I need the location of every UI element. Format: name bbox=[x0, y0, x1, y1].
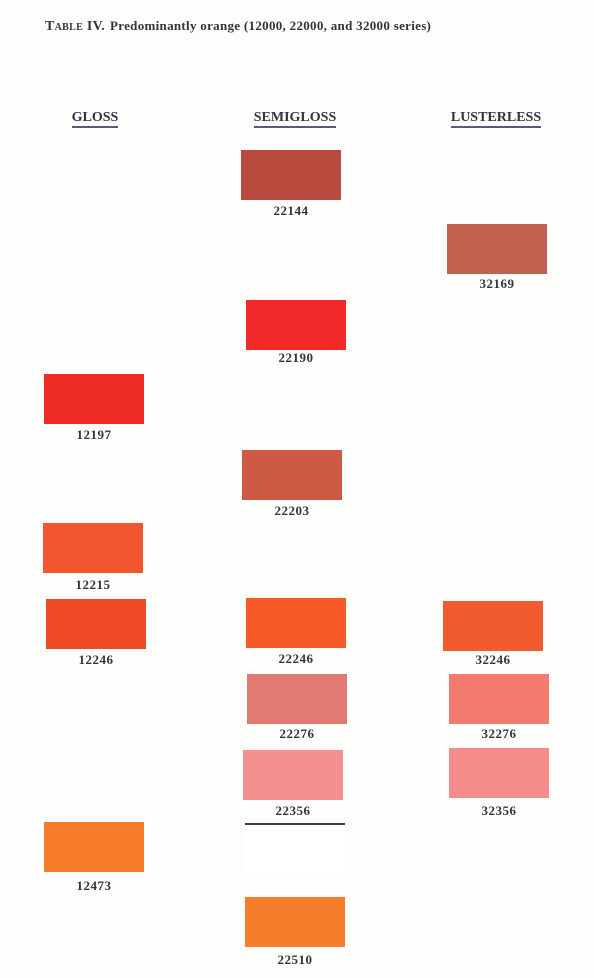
column-heading: GLOSS bbox=[25, 110, 165, 128]
swatch-code: 32276 bbox=[481, 726, 517, 741]
color-swatch bbox=[243, 750, 343, 800]
color-swatch bbox=[449, 748, 549, 798]
swatch-code: 12197 bbox=[76, 427, 112, 442]
swatch-code: 22144 bbox=[273, 203, 309, 218]
swatch-code: 12246 bbox=[78, 652, 114, 667]
color-swatch bbox=[46, 599, 146, 649]
color-swatch bbox=[44, 374, 144, 424]
column-heading: LUSTERLESS bbox=[426, 110, 566, 128]
color-swatch bbox=[449, 674, 549, 724]
color-swatch bbox=[242, 450, 342, 500]
swatch-code: 32246 bbox=[475, 652, 511, 667]
swatch-code: 22246 bbox=[278, 651, 314, 666]
color-swatch bbox=[44, 822, 144, 872]
swatch-code: 32169 bbox=[479, 276, 515, 291]
swatch-code: 22203 bbox=[274, 503, 310, 518]
color-swatch bbox=[247, 674, 347, 724]
blank-swatch bbox=[245, 823, 345, 875]
color-swatch bbox=[246, 598, 346, 648]
swatch-code: 12215 bbox=[75, 577, 111, 592]
color-swatch bbox=[246, 300, 346, 350]
swatch-code: 22276 bbox=[279, 726, 315, 741]
table-title: Table IV. Predominantly orange (12000, 22… bbox=[45, 18, 431, 35]
color-swatch bbox=[245, 897, 345, 947]
column-heading: SEMIGLOSS bbox=[225, 110, 365, 128]
color-swatch bbox=[447, 224, 547, 274]
swatch-code: 32356 bbox=[481, 803, 517, 818]
heading-text: LUSTERLESS bbox=[450, 110, 542, 128]
heading-text: GLOSS bbox=[71, 110, 119, 128]
table-number: Table IV. bbox=[45, 19, 106, 34]
color-swatch bbox=[443, 601, 543, 651]
swatch-code: 12473 bbox=[76, 878, 112, 893]
swatch-code: 22356 bbox=[275, 803, 311, 818]
color-swatch bbox=[241, 150, 341, 200]
heading-text: SEMIGLOSS bbox=[253, 110, 337, 128]
title-text: Predominantly orange (12000, 22000, and … bbox=[110, 18, 432, 33]
color-swatch bbox=[43, 523, 143, 573]
swatch-code: 22510 bbox=[277, 952, 313, 967]
swatch-code: 22190 bbox=[278, 350, 314, 365]
